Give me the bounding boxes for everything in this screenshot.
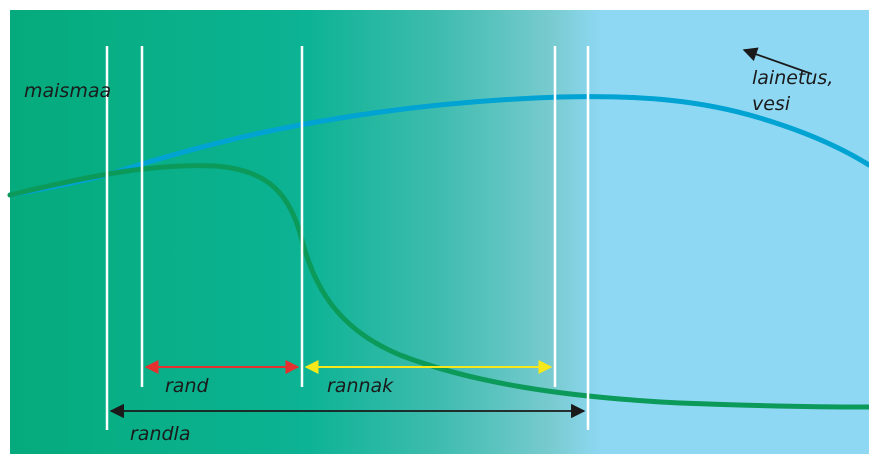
label-randla: randla bbox=[130, 423, 190, 445]
label-rannak: rannak bbox=[327, 375, 394, 397]
land-profile-curve bbox=[7, 163, 869, 410]
label-maismaa: maismaa bbox=[24, 80, 111, 102]
wave-direction-arrow bbox=[742, 47, 813, 75]
land-to-water-background bbox=[10, 10, 869, 454]
label-lainetus: lainetus, bbox=[752, 67, 833, 89]
label-rand: rand bbox=[165, 375, 209, 397]
label-vesi: vesi bbox=[752, 93, 791, 115]
